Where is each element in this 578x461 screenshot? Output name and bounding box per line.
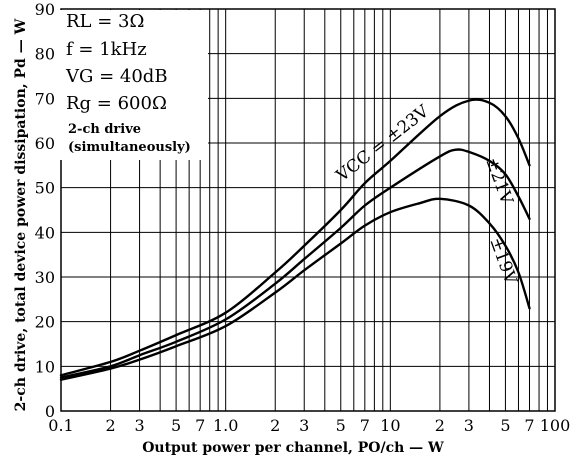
curve-label-19v: ±19V [485,235,521,288]
condition-rl: RL = 3Ω [66,11,144,32]
y-tick-20: 20 [35,313,55,332]
x-tick-8: 5 [336,416,346,435]
x-tick-10: 10 [380,416,400,435]
x-tick-4: 7 [195,416,205,435]
y-tick-50: 50 [35,179,55,198]
series-line-1 [59,148,531,379]
x-tick-11: 2 [435,416,445,435]
y-tick-0: 0 [45,402,55,421]
y-axis-label: 2-ch drive, total device power dissipati… [13,18,29,411]
condition-simultaneous: (simultaneously) [68,140,191,155]
y-tick-70: 70 [35,89,55,108]
y-tick-90: 90 [35,0,55,19]
y-tick-80: 80 [35,45,55,64]
series-line-0 [59,98,531,377]
x-tick-5: 1.0 [213,416,238,435]
condition-rg: Rg = 600Ω [66,93,167,114]
condition-drive: 2-ch drive [68,122,141,137]
x-tick-1: 2 [105,416,115,435]
x-tick-15: 100 [540,416,571,435]
x-tick-6: 2 [270,416,280,435]
curves [59,98,531,381]
x-tick-12: 3 [464,416,474,435]
x-tick-3: 5 [171,416,181,435]
y-tick-10: 10 [35,357,55,376]
x-tick-0: 0.1 [48,416,73,435]
plot-frame [60,8,556,412]
condition-freq: f = 1kHz [66,39,147,60]
conditions-box-bg [60,10,208,160]
y-tick-30: 30 [35,268,55,287]
x-tick-14: 7 [524,416,534,435]
y-tick-60: 60 [35,134,55,153]
x-tick-13: 5 [500,416,510,435]
x-tick-2: 3 [134,416,144,435]
condition-vg: VG = 40dB [65,66,168,87]
x-tick-7: 3 [299,416,309,435]
x-axis-label: Output power per channel, PO/ch — W [142,440,444,456]
y-tick-40: 40 [35,223,55,242]
series-line-2 [59,197,531,381]
x-tick-9: 7 [360,416,370,435]
